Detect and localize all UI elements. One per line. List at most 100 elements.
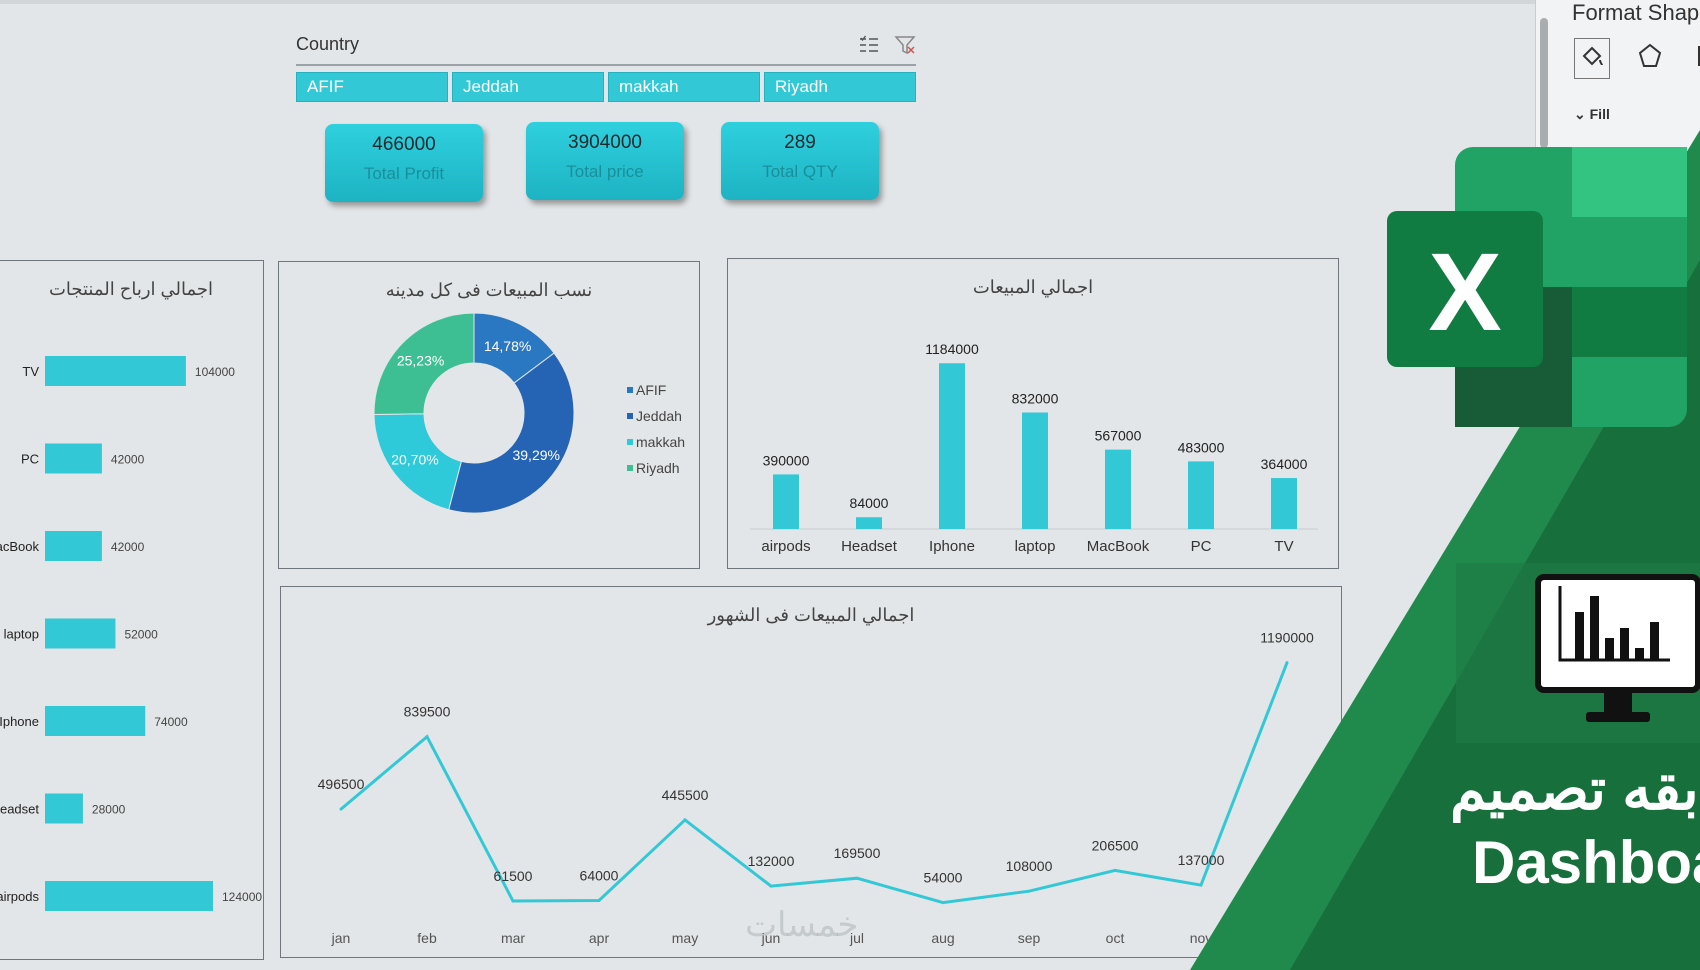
- data-label: 137000: [1178, 852, 1225, 868]
- kpi-total-qty: 289 Total QTY: [721, 122, 879, 200]
- tick-label: laptop: [4, 627, 39, 642]
- slice-label: 25,23%: [397, 352, 444, 368]
- bar: [45, 443, 102, 474]
- tick-label: sep: [1018, 930, 1041, 946]
- city-share-panel[interactable]: نسب المبيعات فى كل مدينه 14,78% 39,29% 20,…: [278, 261, 700, 569]
- data-label: 42000: [111, 540, 145, 554]
- data-point: [1199, 883, 1203, 887]
- slicer-item-riyadh[interactable]: Riyadh: [764, 72, 916, 102]
- multi-select-icon[interactable]: [858, 34, 880, 56]
- tick-label: TV: [22, 364, 39, 379]
- data-label: 169500: [834, 845, 881, 861]
- tick-label: TV: [1274, 538, 1293, 555]
- kpi-label: Total Profit: [363, 164, 445, 183]
- slice: [373, 312, 475, 415]
- legend-swatch: [627, 465, 633, 471]
- data-label: 54000: [924, 870, 963, 886]
- bar: [45, 793, 83, 824]
- series-line: [340, 662, 1289, 905]
- promo-arabic-text: بقه تصميم: [1450, 757, 1699, 822]
- slicer-title: Country: [296, 34, 360, 54]
- chart-title: نسب المبيعات فى كل مدينه: [385, 280, 593, 300]
- data-label: 52000: [124, 628, 158, 642]
- monthly-chart-panel[interactable]: اجمالي المبيعات فى الشهور 496500 jan 83950…: [280, 586, 1342, 958]
- profit-chart-panel[interactable]: اجمالي ارباح المنتجات TV 104000 PC 42000 acB…: [0, 260, 264, 960]
- data-label: 567000: [1095, 428, 1142, 444]
- sales-chart-panel[interactable]: اجمالي المبيعات 390000 airpods 84000 Headse…: [727, 258, 1339, 569]
- legend-swatch: [627, 387, 633, 393]
- monthly-line-chart: 496500 jan 839500 feb 61500 mar 64000 apr 445500…: [318, 630, 1314, 946]
- kpi-value: 466000: [372, 134, 436, 155]
- legend-swatch: [627, 439, 633, 445]
- watermark-text: خمسات: [745, 906, 859, 944]
- bar: [45, 618, 116, 649]
- city-donut-chart: 14,78% 39,29% 20,70% 25,23% AFIF Jeddah makkah…: [373, 312, 685, 514]
- tick-label: Iphone: [929, 538, 975, 555]
- clear-filter-icon[interactable]: [894, 34, 916, 56]
- promo-english-text: Dashboa: [1472, 829, 1700, 896]
- tick-label: feb: [417, 930, 437, 946]
- tick-label: laptop: [1015, 538, 1056, 555]
- chart-title: اجمالي المبيعات: [972, 277, 1094, 297]
- data-point: [1027, 889, 1031, 893]
- tick-label: jul: [849, 930, 864, 946]
- slicer-item-afif[interactable]: AFIF: [296, 72, 448, 102]
- bar: [1022, 412, 1048, 529]
- sales-bar-chart: 390000 airpods 84000 Headset 1184000 Iphone 83…: [750, 341, 1318, 555]
- bar: [45, 531, 102, 561]
- vertical-scrollbar[interactable]: [1540, 18, 1548, 148]
- effects-icon[interactable]: [1632, 38, 1668, 79]
- tick-label: Headset: [841, 538, 898, 555]
- data-label: 84000: [850, 495, 889, 511]
- slice-label: 39,29%: [512, 447, 559, 463]
- bar: [856, 517, 882, 529]
- legend-label: Jeddah: [636, 408, 682, 424]
- kpi-label: Total price: [566, 162, 644, 181]
- fill-section-header[interactable]: ⌄ Fill: [1574, 106, 1610, 122]
- data-point: [425, 735, 429, 739]
- data-label: 832000: [1012, 391, 1059, 407]
- pane-title: Format Shap: [1572, 0, 1700, 25]
- country-slicer: Country AFIF Jeddah makkah Riyadh: [290, 28, 920, 108]
- tick-label: mar: [501, 930, 525, 946]
- slicer-item-makkah[interactable]: makkah: [608, 72, 760, 102]
- slice-label: 20,70%: [391, 451, 438, 467]
- legend-swatch: [627, 413, 633, 419]
- bar: [1105, 449, 1131, 529]
- data-label: 124000: [222, 890, 262, 904]
- data-point: [1285, 661, 1289, 665]
- data-label: 104000: [195, 365, 235, 379]
- tick-label: nov: [1190, 930, 1213, 946]
- kpi-label: Total QTY: [762, 162, 838, 181]
- size-properties-icon[interactable]: [1690, 38, 1700, 79]
- legend-label: makkah: [636, 434, 685, 450]
- data-label: 132000: [748, 853, 795, 869]
- spreadsheet-area: Country AFIF Jeddah makkah Riyadh 466000…: [0, 0, 1535, 960]
- slicer-divider: [296, 64, 916, 66]
- data-label: 496500: [318, 776, 365, 792]
- data-point: [1113, 868, 1117, 872]
- kpi-total-price: 3904000 Total price: [526, 122, 684, 200]
- data-label: 1190000: [1260, 630, 1314, 646]
- data-label: 1184000: [925, 341, 979, 357]
- slicer-item-jeddah[interactable]: Jeddah: [452, 72, 604, 102]
- data-label: 64000: [580, 867, 619, 883]
- bar: [45, 356, 186, 386]
- tick-label: jan: [331, 930, 351, 946]
- tick-label: aug: [931, 930, 954, 946]
- tick-label: PC: [1191, 538, 1212, 555]
- bar: [1188, 461, 1214, 529]
- tick-label: MacBook: [1087, 538, 1150, 555]
- data-point: [339, 807, 343, 811]
- chart-title: اجمالي ارباح المنتجات: [48, 279, 214, 299]
- fill-line-icon[interactable]: [1574, 38, 1610, 79]
- slice-label: 14,78%: [484, 338, 531, 354]
- data-label: 42000: [111, 453, 145, 467]
- chart-title: اجمالي المبيعات فى الشهور: [707, 605, 915, 625]
- data-label: 206500: [1092, 837, 1139, 853]
- data-point: [855, 876, 859, 880]
- data-label: 839500: [404, 704, 451, 720]
- tick-label: airpods: [0, 889, 39, 904]
- legend-label: Riyadh: [636, 460, 680, 476]
- tick-label: acBook: [0, 539, 39, 554]
